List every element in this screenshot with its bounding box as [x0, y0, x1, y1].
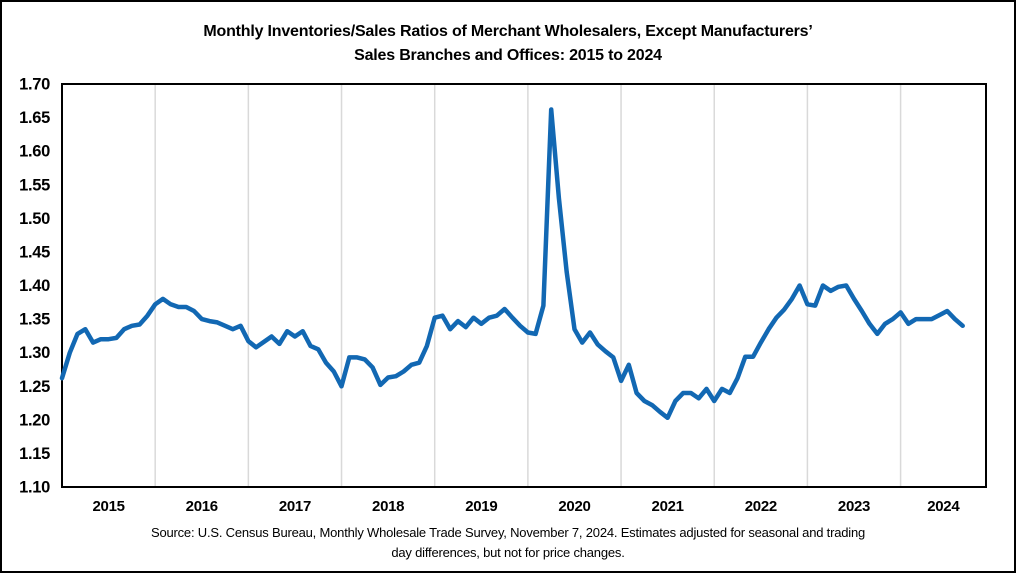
- x-tick-label: 2020: [558, 498, 590, 515]
- source-note-line1: Source: U.S. Census Bureau, Monthly Whol…: [151, 525, 865, 540]
- y-tick-label: 1.10: [19, 479, 50, 497]
- y-tick-label: 1.45: [19, 243, 50, 261]
- x-tick-label: 2017: [279, 498, 311, 515]
- x-tick-label: 2024: [927, 498, 960, 515]
- x-tick-label: 2021: [652, 498, 684, 515]
- y-tick-label: 1.35: [19, 311, 50, 329]
- chart-title-line2: Sales Branches and Offices: 2015 to 2024: [354, 47, 662, 64]
- y-tick-label: 1.40: [19, 277, 50, 295]
- y-tick-label: 1.15: [19, 445, 50, 463]
- x-tick-label: 2018: [372, 498, 404, 515]
- x-tick-label: 2023: [838, 498, 870, 515]
- plot-border: [61, 83, 987, 488]
- x-tick-label: 2015: [93, 498, 125, 515]
- y-tick-label: 1.25: [19, 378, 50, 396]
- chart-title-line1: Monthly Inventories/Sales Ratios of Merc…: [203, 23, 812, 40]
- y-tick-label: 1.30: [19, 344, 50, 362]
- y-tick-label: 1.65: [19, 109, 50, 127]
- plot-area: 1.70 1.65 1.60 1.55 1.50 1.45 1.40 1.35 1.30 1.25…: [19, 76, 987, 515]
- source-note-line2: day differences, but not for price chang…: [391, 545, 624, 560]
- y-tick-label: 1.55: [19, 176, 50, 194]
- y-tick-label: 1.20: [19, 411, 50, 429]
- y-tick-label: 1.60: [19, 143, 50, 161]
- y-tick-label: 1.70: [19, 76, 50, 94]
- x-tick-label: 2019: [465, 498, 497, 515]
- x-tick-label: 2022: [745, 498, 777, 515]
- y-tick-label: 1.50: [19, 210, 50, 228]
- data-line: [59, 107, 965, 421]
- x-tick-label: 2016: [186, 498, 218, 515]
